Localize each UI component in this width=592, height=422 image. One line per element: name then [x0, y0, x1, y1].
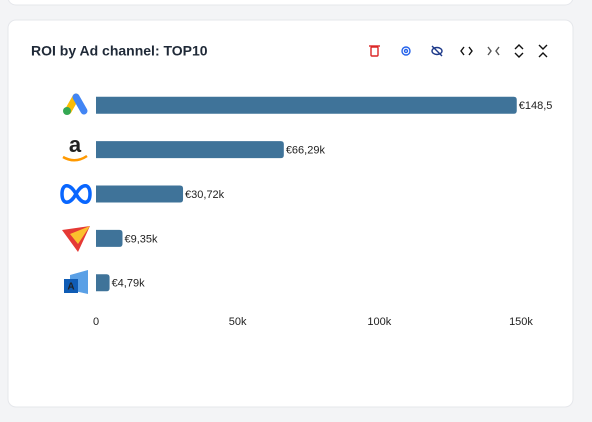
card: [7, 19, 574, 408]
amazon-icon: a: [62, 132, 88, 162]
value-label: €30,72k: [185, 189, 225, 201]
bar: [96, 141, 284, 159]
hide-icon[interactable]: [431, 45, 443, 57]
bar: [96, 185, 184, 203]
bar: [96, 274, 110, 292]
collapse-icon[interactable]: [538, 44, 548, 58]
value-label: €66,29k: [286, 145, 326, 157]
x-tick-label: 50k: [229, 316, 247, 328]
google-ads-icon: [63, 93, 88, 115]
expand-icon[interactable]: [514, 44, 524, 58]
chart-title: ROI by Ad channel: TOP10: [31, 43, 208, 59]
x-tick-label: 0: [93, 316, 99, 328]
value-label: €9,35k: [124, 233, 158, 245]
category-icons: a A: [60, 93, 92, 294]
microsoft-ads-icon: A: [64, 270, 88, 294]
x-tick-label: 100k: [367, 316, 391, 328]
delete-icon[interactable]: [369, 45, 380, 57]
code-icon[interactable]: [460, 46, 473, 56]
svg-text:A: A: [67, 282, 74, 293]
shrink-icon[interactable]: [487, 46, 500, 56]
settings-icon[interactable]: [401, 46, 411, 56]
bar: [96, 229, 123, 247]
svg-text:a: a: [69, 132, 82, 157]
meta-icon: [60, 184, 92, 204]
value-label: €148,5: [519, 100, 553, 112]
arrow-icon: [62, 226, 90, 252]
toolbar: [369, 44, 548, 58]
prev-card: [7, 0, 574, 6]
x-tick-label: 150k: [509, 316, 533, 328]
value-label: €4,79k: [112, 278, 146, 290]
bar: [96, 96, 517, 114]
